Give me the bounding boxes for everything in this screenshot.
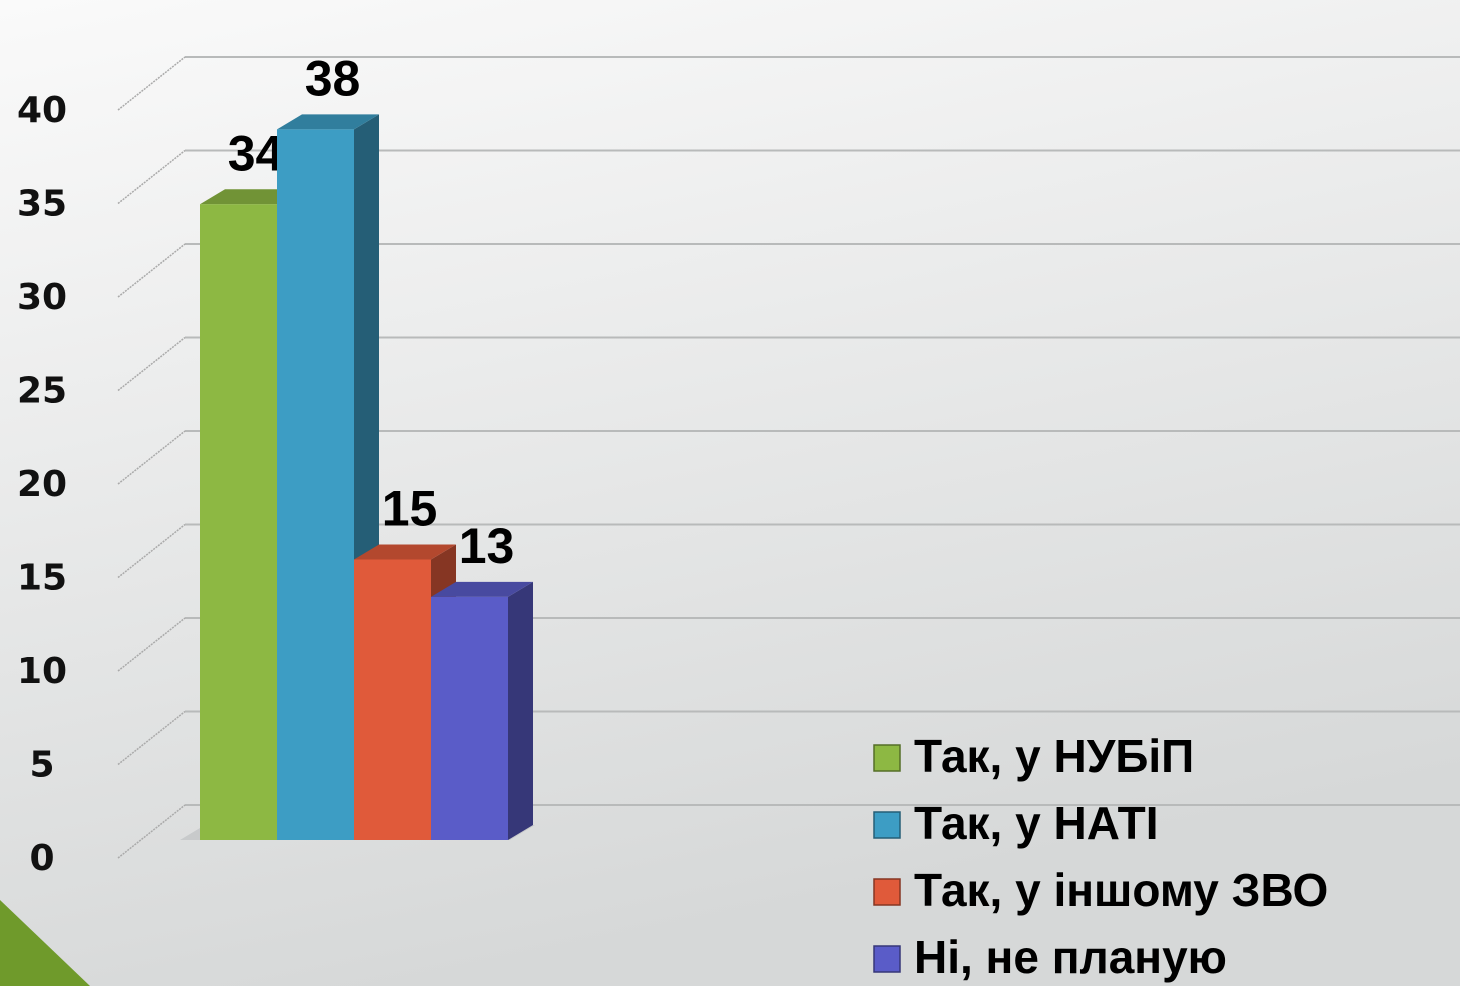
corner-decoration (0, 900, 90, 986)
y-tick-label: 15 (17, 558, 67, 599)
value-label: 13 (459, 518, 515, 574)
bar (354, 559, 431, 840)
y-tick-label: 35 (17, 184, 67, 225)
bar-top (200, 189, 302, 205)
legend-swatch (873, 811, 901, 839)
y-tick-label: 5 (29, 745, 54, 786)
depth-line (117, 243, 186, 298)
y-tick-label: 40 (17, 90, 67, 131)
legend-swatch (873, 945, 901, 973)
bar (277, 129, 354, 840)
depth-line (117, 56, 186, 111)
legend-label: Так, у іншому ЗВО (914, 864, 1328, 916)
bar-top (431, 581, 533, 597)
legend-swatch (873, 744, 901, 772)
depth-line (117, 430, 186, 485)
legend-label: Ні, не планую (914, 931, 1227, 983)
legend: Так, у НУБіП Так, у НАТІ Так, у іншому ЗВО… (873, 730, 1328, 983)
depth-line (117, 617, 186, 672)
legend-label: Так, у НУБіП (914, 730, 1194, 782)
y-tick-label: 20 (17, 464, 67, 505)
y-tick-label: 25 (17, 371, 67, 412)
depth-line (117, 336, 186, 392)
value-label: 15 (382, 481, 438, 537)
value-label: 34 (228, 125, 284, 181)
bar-side (508, 581, 533, 840)
bars: 34 38 15 13 (200, 51, 533, 840)
depth-line (117, 804, 186, 859)
legend-label: Так, у НАТІ (914, 797, 1159, 849)
depth-line (117, 523, 186, 579)
bar-top (354, 544, 456, 560)
depth-line (117, 149, 186, 205)
bar (431, 596, 508, 840)
y-tick-label: 0 (29, 838, 54, 879)
value-label: 38 (305, 51, 361, 107)
y-tick-label: 10 (17, 651, 67, 692)
bar-top (277, 114, 379, 130)
y-tick-label: 30 (17, 277, 67, 318)
depth-line (117, 710, 186, 766)
legend-swatch (873, 878, 901, 906)
bar (200, 204, 277, 840)
